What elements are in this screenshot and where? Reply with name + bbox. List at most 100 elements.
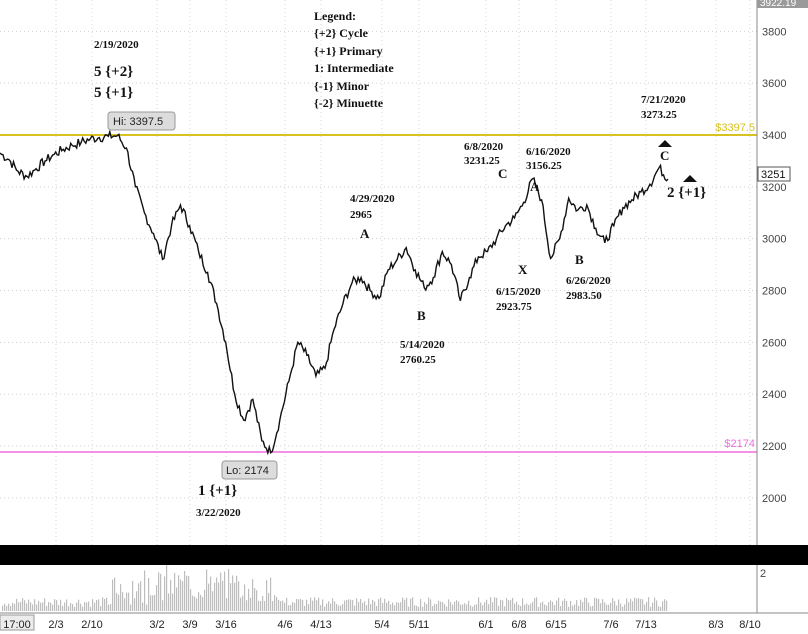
volume-bar [648,597,650,611]
volume-bar [240,597,242,611]
volume-bar [204,589,206,611]
volume-bar [122,592,124,611]
volume-bar [418,606,420,611]
volume-bar [314,597,316,611]
y-tick-label: 2000 [762,493,786,505]
annotation-wave-a-1: A [360,226,370,241]
volume-bar [560,606,562,611]
volume-bar [578,605,580,611]
volume-bar [248,588,250,611]
volume-bar [118,594,120,611]
volume-bar [540,602,542,611]
volume-bar [294,602,296,611]
volume-bar [54,599,56,611]
lo-price-badge [221,460,278,480]
annotation-date-6-8: 6/8/2020 [464,141,504,153]
volume-bar [354,605,356,611]
volume-bar [340,605,342,611]
volume-bar [488,604,490,611]
volume-bar [82,606,84,611]
volume-bar [184,571,186,611]
annotation-date-6-15: 6/15/2020 [496,286,541,298]
volume-bar [386,602,388,611]
volume-bar [46,605,48,611]
volume-bar [128,592,130,611]
volume-bar [556,600,558,611]
x-axis-ticks: 17:00 2/3 2/10 3/2 3/9 3/16 4/6 4/13 5/4 5/11 6/1 6… [3,619,760,631]
volume-bar [574,604,576,611]
volume-bar [126,592,128,611]
volume-bar [500,599,502,611]
volume-bar [282,600,284,611]
volume-bar [472,606,474,611]
x-tick-label: 2/10 [81,619,102,631]
volume-bar [288,605,290,611]
volume-bar [304,606,306,611]
volume-bar [166,565,168,611]
volume-bar [460,604,462,611]
volume-bar [502,600,504,611]
y-tick-label: 3000 [762,234,786,246]
volume-bar [64,602,66,611]
volume-bar [398,602,400,611]
last-price-badge [757,166,791,182]
volume-bar [144,570,146,611]
volume-bar [414,605,416,611]
y-tick-label: 3400 [762,130,786,142]
volume-bar [610,602,612,611]
volume-bar [188,576,190,611]
volume-bar [576,600,578,611]
volume-bar [302,600,304,611]
volume-bar [498,605,500,611]
volume-bar [156,584,158,611]
annotation-date-3-22: 3/22/2020 [196,507,241,519]
volume-bar [192,595,194,611]
volume-bar [132,581,134,611]
volume-bar [552,601,554,611]
volume-bar [420,599,422,611]
volume-bar [592,605,594,611]
volume-bar [612,598,614,611]
volume-bar [422,606,424,611]
volume-bar [440,601,442,611]
volume-bar [352,600,354,611]
y-tick-label: 3800 [762,26,786,38]
volume-bar [116,592,118,611]
volume-bar [630,598,632,611]
volume-bar [326,603,328,611]
volume-bar [308,604,310,611]
volume-bar [658,606,660,611]
high-price-line-label: $3397.5 [715,122,755,134]
volume-bar [272,601,274,611]
legend-title: Legend: [314,9,356,23]
volume-bar [406,597,408,611]
volume-bar [444,604,446,611]
volume-bar [510,599,512,611]
volume-bar [456,600,458,611]
volume-bar [72,604,74,611]
volume-bar [138,583,140,611]
annotation-date-2-19: 2/19/2020 [94,39,139,51]
x-tick-label: 3/2 [149,619,164,631]
volume-bar [606,604,608,611]
volume-bar [454,601,456,611]
volume-bar [566,600,568,611]
legend-item-cycle: {+2} Cycle [314,26,368,41]
volume-bar [602,599,604,611]
volume-bar [600,603,602,611]
volume-bar [130,604,132,611]
volume-bar [284,602,286,611]
x-tick-label: 5/11 [409,619,430,631]
volume-bar [464,603,466,611]
volume-bar [152,595,154,611]
volume-bar [614,600,616,611]
x-axis-panel [0,613,808,634]
volume-bar [620,603,622,611]
volume-bar [162,600,164,611]
wave-annotations: 2/19/2020 5 {+2} 5 {+1} 1 {+1} 3/22/2020… [94,39,706,519]
x-tick-label: 7/13 [635,619,656,631]
volume-bar [654,597,656,611]
volume-bar [92,599,94,611]
volume-bar [524,604,526,611]
volume-bar [618,599,620,611]
